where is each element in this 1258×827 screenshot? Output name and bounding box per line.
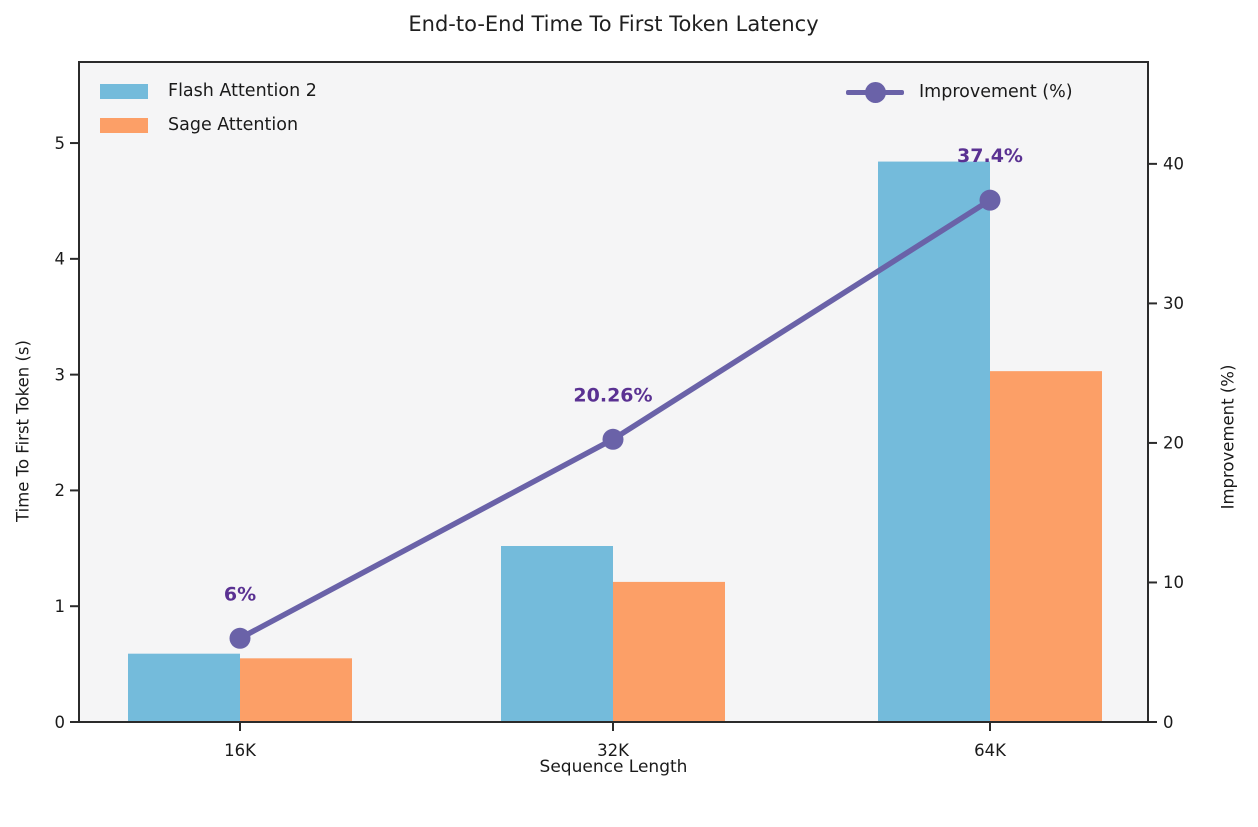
x-tick-label-32k: 32K: [597, 741, 630, 760]
improvement-label-64k: 37.4%: [957, 145, 1023, 167]
chart-title: End-to-End Time To First Token Latency: [408, 12, 819, 36]
right-tick-label: 10: [1163, 573, 1184, 592]
line-marker-icon: [846, 82, 904, 103]
sage-attention-swatch: [100, 118, 148, 133]
legend-item-improvement: Improvement (%): [846, 80, 1073, 105]
sage-attention-bar-64k: [990, 371, 1102, 722]
left-axis-title: Time To First Token (s): [13, 340, 33, 522]
improvement-marker-64k: [979, 189, 1001, 211]
right-tick-label: 30: [1163, 294, 1184, 313]
legend-label-flash-attention-2: Flash Attention 2: [168, 80, 317, 101]
x-tick-label-64k: 64K: [974, 741, 1007, 760]
right-tick-label: 0: [1163, 713, 1174, 732]
improvement-marker-16k: [229, 627, 251, 649]
left-tick-label: 2: [55, 481, 66, 500]
flash-attention-2-bar-16k: [128, 653, 240, 722]
legend-item-flash-attention-2: Flash Attention 2: [100, 79, 317, 104]
left-tick-label: 5: [55, 134, 66, 153]
left-tick-label: 0: [55, 713, 66, 732]
x-tick-label-16k: 16K: [224, 741, 257, 760]
right-tick-label: 40: [1163, 155, 1184, 174]
left-tick-label: 3: [55, 365, 66, 384]
x-axis-title: Sequence Length: [539, 757, 688, 777]
legend-label-improvement: Improvement (%): [919, 81, 1073, 102]
flash-attention-2-swatch: [100, 84, 148, 99]
legend-label-sage-attention: Sage Attention: [168, 114, 299, 135]
improvement-label-16k: 6%: [224, 583, 256, 605]
legend-item-sage-attention: Sage Attention: [100, 113, 317, 138]
right-axis-title: Improvement (%): [1218, 364, 1238, 510]
legend-line: Improvement (%): [846, 80, 1073, 105]
left-tick-label: 1: [55, 597, 66, 616]
sage-attention-bar-16k: [240, 658, 352, 722]
flash-attention-2-bar-64k: [878, 161, 990, 722]
improvement-label-32k: 20.26%: [573, 384, 652, 406]
right-tick-label: 20: [1163, 434, 1184, 453]
left-tick-label: 4: [55, 250, 66, 269]
legend-bars: Flash Attention 2 Sage Attention: [100, 79, 317, 138]
improvement-marker-32k: [602, 428, 624, 450]
sage-attention-bar-32k: [613, 581, 725, 722]
flash-attention-2-bar-32k: [501, 546, 613, 722]
